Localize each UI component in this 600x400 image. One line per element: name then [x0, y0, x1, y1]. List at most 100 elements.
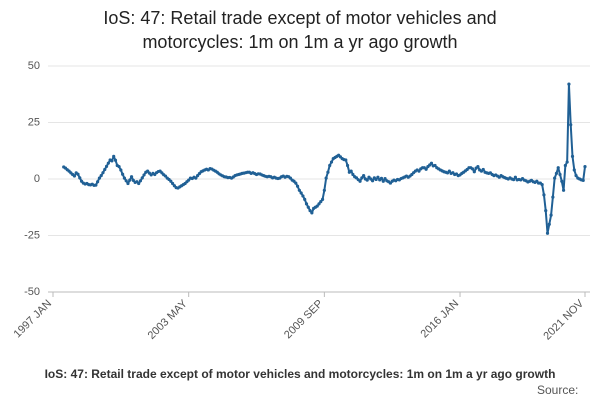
point — [417, 169, 421, 173]
point — [301, 194, 305, 198]
point — [317, 202, 321, 206]
chart-title: IoS: 47: Retail trade except of motor ve… — [103, 8, 497, 52]
point — [383, 176, 387, 181]
y-tick-label: 25 — [28, 116, 40, 128]
x-tick-label: 2009 SEP — [282, 298, 326, 342]
point — [322, 188, 326, 192]
point — [349, 169, 353, 173]
y-tick-label: 0 — [34, 173, 40, 185]
point — [470, 167, 475, 171]
point — [572, 168, 576, 172]
point — [326, 170, 330, 174]
point — [140, 176, 144, 180]
footer-title: IoS: 47: Retail trade except of motor ve… — [45, 367, 556, 381]
point — [374, 177, 378, 182]
point — [511, 178, 516, 182]
point — [96, 180, 100, 184]
point — [119, 168, 123, 172]
point — [315, 204, 319, 208]
y-tick-label: -25 — [24, 229, 40, 241]
point — [94, 183, 98, 187]
point — [113, 158, 118, 162]
point — [569, 123, 573, 127]
point — [310, 211, 314, 215]
point — [549, 213, 553, 217]
point — [570, 154, 575, 158]
point — [297, 188, 301, 192]
point — [137, 181, 141, 186]
point — [294, 181, 298, 185]
point — [169, 179, 173, 183]
source-label: Source: — [537, 383, 578, 397]
point — [513, 175, 517, 179]
point — [308, 209, 312, 213]
point — [99, 174, 103, 178]
point — [362, 174, 366, 178]
point — [304, 202, 309, 206]
point — [563, 163, 567, 168]
point — [138, 179, 143, 183]
point — [556, 166, 560, 170]
point — [171, 181, 175, 186]
point — [381, 179, 385, 183]
point — [112, 154, 116, 158]
point — [319, 200, 323, 204]
series-line — [63, 83, 586, 235]
point — [553, 176, 557, 180]
point — [329, 160, 334, 164]
point — [320, 197, 325, 201]
point — [447, 169, 451, 173]
point — [365, 178, 369, 182]
point — [433, 163, 437, 168]
point — [565, 160, 569, 164]
point — [360, 176, 364, 180]
point — [558, 172, 562, 177]
point — [324, 176, 328, 180]
point — [560, 179, 564, 183]
point — [561, 188, 566, 192]
point — [376, 175, 380, 179]
point — [547, 222, 551, 226]
point — [106, 161, 110, 165]
point — [344, 158, 348, 162]
point — [358, 179, 362, 183]
point — [351, 172, 355, 177]
x-tick-label: 2021 NOV — [541, 297, 586, 342]
point — [540, 183, 544, 187]
point — [78, 176, 82, 180]
point — [429, 161, 434, 165]
point — [303, 197, 307, 201]
point — [122, 176, 127, 180]
point — [328, 163, 332, 168]
point — [424, 167, 428, 171]
point — [76, 172, 80, 176]
point — [542, 193, 546, 197]
point — [476, 164, 480, 169]
point — [101, 171, 105, 175]
point — [574, 174, 578, 178]
point — [544, 209, 548, 213]
point — [581, 178, 585, 182]
point — [194, 176, 198, 180]
point — [142, 173, 146, 177]
point — [554, 171, 559, 175]
y-tick-label: 50 — [28, 60, 40, 72]
point — [295, 184, 300, 188]
point — [110, 159, 114, 163]
x-tick-label: 1997 JAN — [12, 298, 55, 341]
point — [567, 82, 571, 86]
point — [126, 181, 130, 186]
x-tick-label: 2003 MAY — [146, 297, 191, 342]
point — [104, 164, 109, 168]
point — [472, 170, 476, 174]
point — [370, 179, 375, 183]
point — [545, 231, 550, 235]
point — [583, 164, 587, 169]
point — [97, 176, 102, 180]
point — [345, 163, 350, 168]
point — [306, 205, 310, 209]
point — [551, 195, 555, 199]
point — [128, 178, 132, 182]
